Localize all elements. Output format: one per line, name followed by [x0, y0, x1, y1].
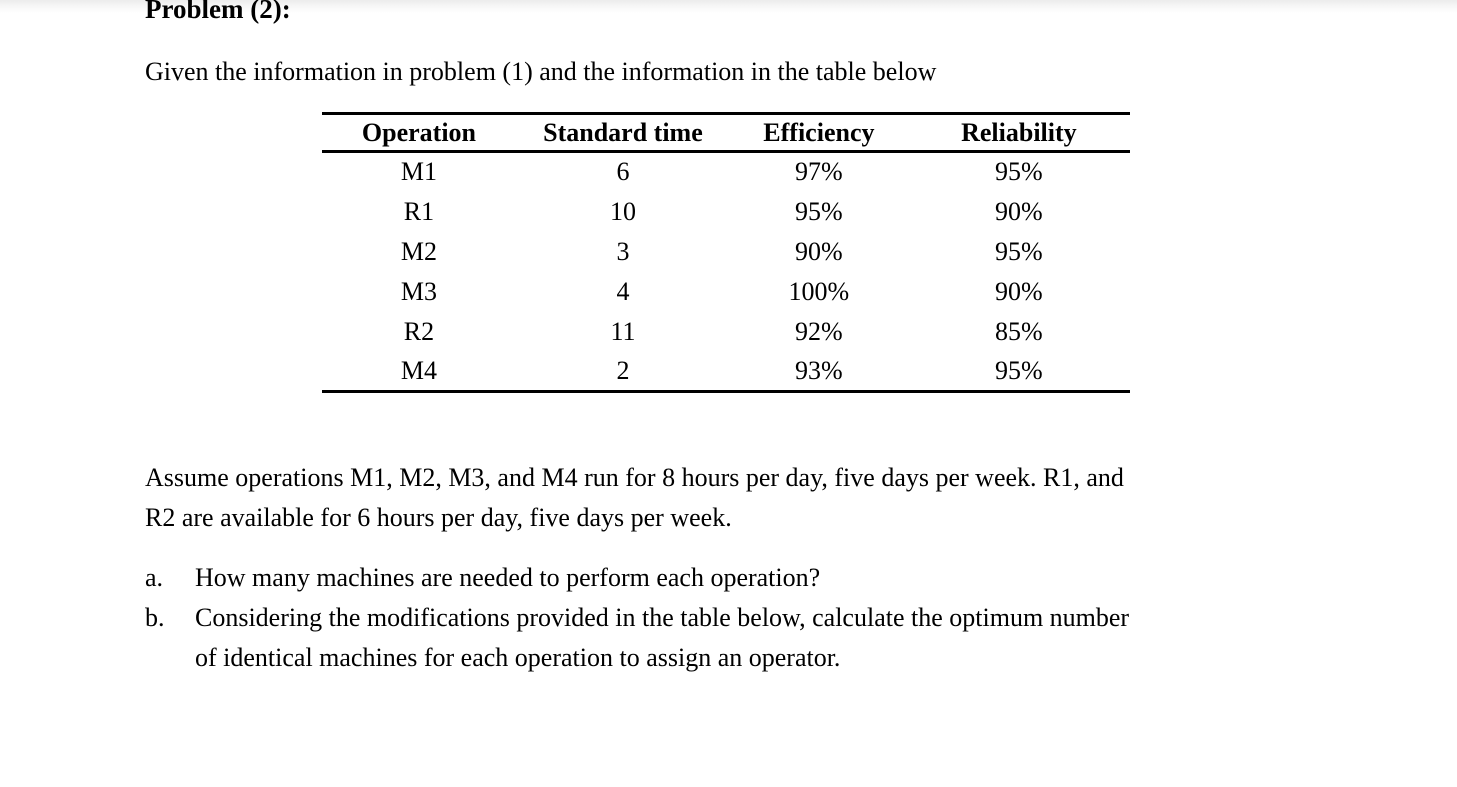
question-b-text: Considering the modifications provided i…	[195, 598, 1129, 678]
table-cell: 97%	[795, 157, 843, 187]
question-a-line-1: How many machines are needed to perform …	[195, 563, 821, 592]
table-cell: 95%	[995, 236, 1043, 266]
table-cell: 90%	[795, 236, 843, 266]
table-cell: M1	[400, 157, 438, 187]
table-cell: 100%	[788, 276, 850, 306]
col-header-reliability: Reliability	[907, 113, 1130, 153]
questions-list: a. How many machines are needed to perfo…	[145, 558, 1129, 678]
table-cell: M4	[400, 355, 438, 385]
table-cell: 95%	[995, 157, 1043, 187]
intro-text: Given the information in problem (1) and…	[145, 57, 937, 86]
table-cell: 90%	[995, 196, 1043, 226]
table-header: Operation Standard time Efficiency Relia…	[322, 113, 1130, 153]
question-a: a. How many machines are needed to perfo…	[145, 558, 1129, 598]
col-header-efficiency: Efficiency	[730, 113, 908, 153]
table-header-row: Operation Standard time Efficiency Relia…	[322, 113, 1130, 153]
table-cell: 93%	[795, 355, 843, 385]
assumptions-paragraph: Assume operations M1, M2, M3, and M4 run…	[145, 458, 1124, 538]
table-cell: 2	[616, 355, 630, 385]
assumptions-line-2: R2 are available for 6 hours per day, fi…	[145, 503, 732, 532]
question-b: b. Considering the modifications provide…	[145, 598, 1129, 678]
operations-table: Operation Standard time Efficiency Relia…	[322, 112, 1130, 393]
question-b-marker: b.	[145, 603, 165, 632]
table-cell: 6	[616, 157, 630, 187]
table-cell: 90%	[995, 276, 1043, 306]
table-cell: 95%	[795, 196, 843, 226]
question-b-line-2: of identical machines for each operation…	[195, 643, 841, 672]
problem-heading: Problem (2):	[145, 0, 291, 24]
assumptions-line-1: Assume operations M1, M2, M3, and M4 run…	[145, 463, 1124, 492]
table-cell: R1	[403, 196, 435, 226]
question-a-text: How many machines are needed to perform …	[195, 558, 820, 598]
question-b-line-1: Considering the modifications provided i…	[195, 603, 1130, 632]
col-header-standard-time: Standard time	[515, 113, 731, 153]
table-cell: 4	[616, 276, 630, 306]
table-row-m4: M4 2 93% 95%	[322, 352, 1130, 392]
table-cell: 92%	[795, 316, 843, 346]
col-header-operation: Operation	[322, 113, 516, 153]
table-cell: M3	[400, 276, 438, 306]
table-cell: 10	[609, 196, 636, 226]
table-row-m1: M1 6 97% 95%	[322, 152, 1130, 192]
question-a-marker: a.	[145, 563, 164, 592]
table-cell: 11	[610, 316, 636, 346]
table-cell: M2	[400, 236, 438, 266]
table-cell: 3	[616, 236, 630, 266]
table-cell: R2	[403, 316, 435, 346]
table-body: M1 6 97% 95% R1 10 95% 90% M2 3 90% 95% …	[322, 152, 1130, 392]
table-cell: 95%	[995, 355, 1043, 385]
table-cell: 85%	[995, 316, 1043, 346]
table-row-m3: M3 4 100% 90%	[322, 272, 1130, 312]
table-row-r2: R2 11 92% 85%	[322, 312, 1130, 352]
table-row-m2: M2 3 90% 95%	[322, 232, 1130, 272]
table-row-r1: R1 10 95% 90%	[322, 192, 1130, 232]
